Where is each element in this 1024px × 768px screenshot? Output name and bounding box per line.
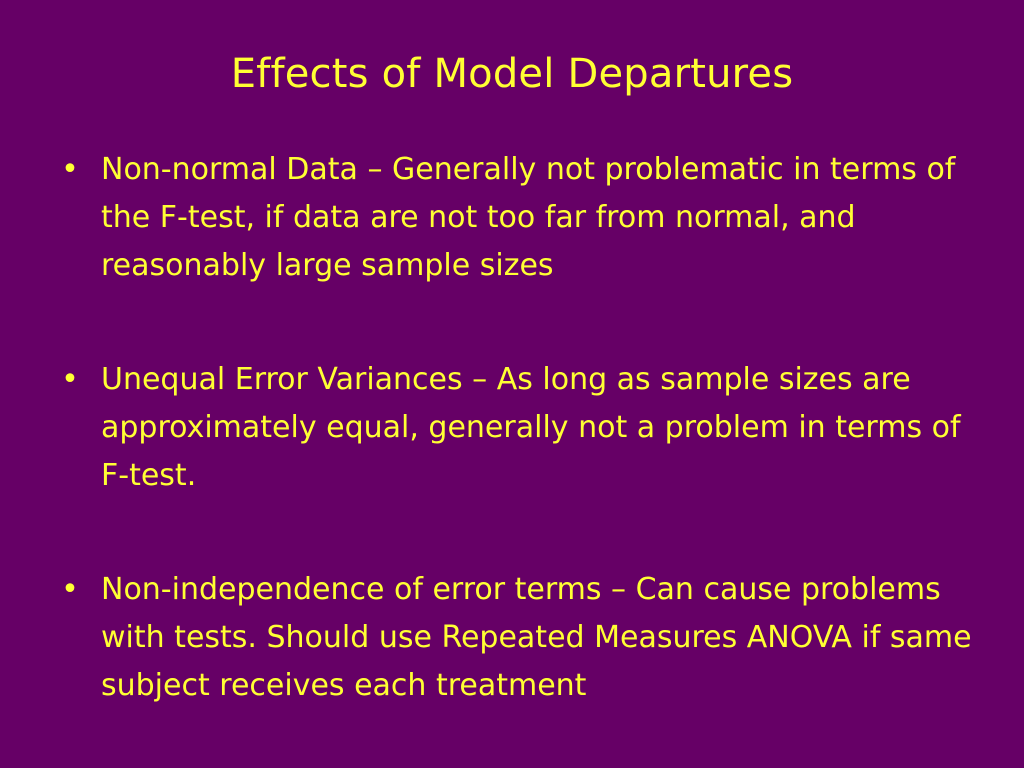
bullet-list: • Non-normal Data – Generally not proble… [56,146,976,710]
bullet-item: • Non-normal Data – Generally not proble… [56,146,976,290]
bullet-item: • Non-independence of error terms – Can … [56,566,976,710]
bullet-text: Non-normal Data – Generally not problema… [101,152,956,283]
bullet-icon: • [61,362,79,397]
slide-title: Effects of Model Departures [230,51,794,97]
bullet-item: • Unequal Error Variances – As long as s… [56,356,976,500]
bullet-icon: • [61,152,79,187]
bullet-icon: • [61,572,79,607]
bullet-text: Non-independence of error terms – Can ca… [101,572,972,703]
bullet-text: Unequal Error Variances – As long as sam… [101,362,961,493]
